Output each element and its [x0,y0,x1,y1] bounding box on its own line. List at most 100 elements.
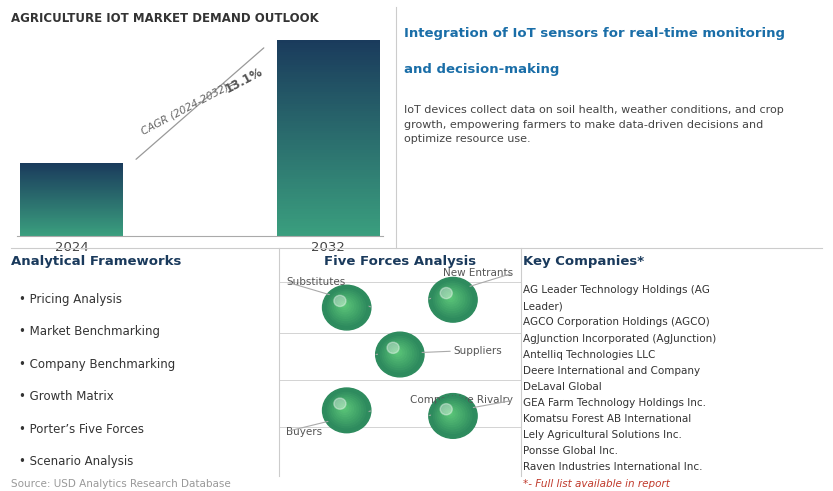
Circle shape [387,342,399,354]
Bar [277,182,380,184]
Bar [277,233,380,236]
Bar [277,128,380,131]
Bar [20,164,123,165]
Circle shape [440,288,452,299]
Bar [20,201,123,202]
Bar [277,94,380,96]
Bar [277,170,380,172]
Bar [277,189,380,191]
Bar [20,179,123,180]
Bar [277,172,380,175]
Bar [20,216,123,217]
Circle shape [378,335,421,374]
Circle shape [392,347,404,358]
Bar [20,215,123,216]
Circle shape [448,296,452,300]
Circle shape [340,404,349,412]
Bar [277,191,380,194]
Text: 13.1%: 13.1% [223,65,265,95]
Bar [20,191,123,192]
Bar [20,189,123,190]
Bar [277,131,380,133]
Circle shape [376,332,424,377]
Bar [277,82,380,84]
Bar [277,111,380,113]
Bar [277,75,380,77]
Text: Analytical Frameworks: Analytical Frameworks [11,255,182,268]
Bar [277,121,380,123]
Circle shape [322,388,371,433]
Bar [277,136,380,138]
Bar [20,235,123,236]
Circle shape [441,405,462,424]
Bar [277,113,380,116]
Bar [20,225,123,226]
Bar [20,217,123,218]
Circle shape [387,343,409,363]
Bar [20,214,123,215]
Bar [20,168,123,169]
Bar [277,184,380,187]
Bar [20,231,123,232]
Text: GEA Farm Technology Holdings Inc.: GEA Farm Technology Holdings Inc. [523,398,706,408]
Bar [277,167,380,170]
Bar [20,222,123,223]
Bar [277,86,380,89]
Bar [20,208,123,209]
Text: Ponsse Global Inc.: Ponsse Global Inc. [523,446,618,456]
Circle shape [440,404,452,415]
Bar [20,232,123,233]
Bar [20,178,123,179]
Bar [20,223,123,224]
Bar [20,234,123,235]
Bar [277,160,380,163]
Circle shape [429,394,477,438]
Bar [20,197,123,198]
Circle shape [329,291,363,323]
Text: Komatsu Forest AB International: Komatsu Forest AB International [523,414,691,424]
Text: • Pricing Analysis: • Pricing Analysis [19,293,122,306]
Bar [20,167,123,168]
Bar [277,91,380,94]
Text: • Porter’s Five Forces: • Porter’s Five Forces [19,423,144,436]
Circle shape [329,394,363,426]
Bar [20,181,123,182]
Circle shape [429,277,477,322]
Bar [277,155,380,158]
Text: Raven Industries International Inc.: Raven Industries International Inc. [523,462,702,472]
Circle shape [445,408,457,420]
Circle shape [342,406,347,410]
Circle shape [331,293,361,321]
Bar [277,138,380,140]
Bar [277,214,380,216]
Circle shape [326,288,368,327]
Circle shape [448,411,452,415]
Text: DeLaval Global: DeLaval Global [523,382,602,392]
Circle shape [431,396,474,436]
Bar [277,99,380,101]
Bar [20,180,123,181]
Bar [277,106,380,109]
Circle shape [327,392,366,428]
Circle shape [445,292,457,304]
Circle shape [433,398,471,434]
Circle shape [443,407,460,422]
Bar [277,96,380,99]
Bar [277,180,380,182]
Bar [277,143,380,145]
Circle shape [337,298,353,314]
Text: Antelliq Technologies LLC: Antelliq Technologies LLC [523,350,656,359]
Bar [20,228,123,229]
Bar [20,195,123,196]
Circle shape [386,342,412,365]
Circle shape [334,398,346,409]
Bar [277,206,380,209]
Bar [277,165,380,167]
Bar [277,223,380,226]
Circle shape [337,401,353,417]
Text: • Scenario Analysis: • Scenario Analysis [19,455,133,468]
Text: Lely Agricultural Solutions Inc.: Lely Agricultural Solutions Inc. [523,430,682,440]
Bar [277,218,380,221]
Circle shape [446,294,455,301]
Bar [20,212,123,213]
